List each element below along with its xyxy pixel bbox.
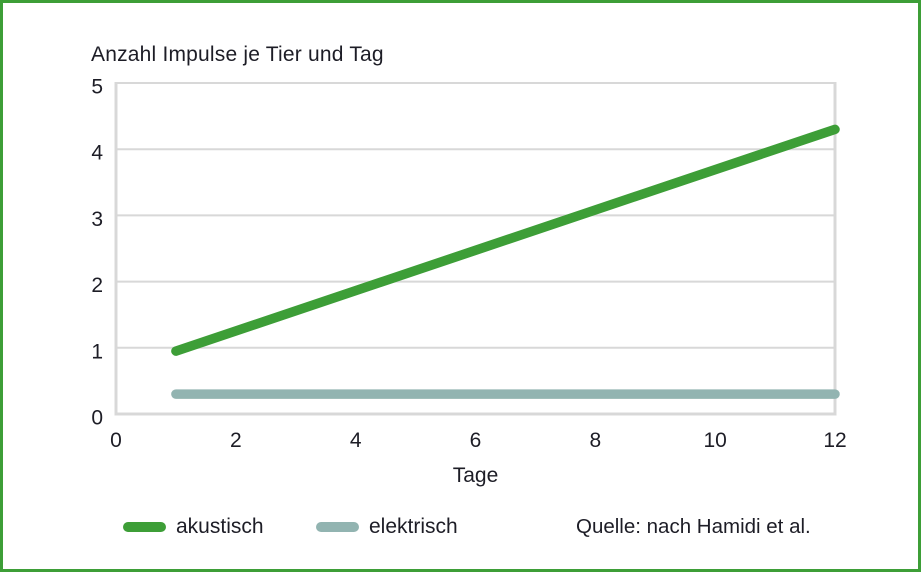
x-tick-label: 12 [823,429,846,452]
legend-label-elektrisch: elektrisch [369,515,458,538]
series-line-akustisch [171,124,840,356]
x-tick-label: 4 [350,429,362,452]
x-axis-label: Tage [452,464,499,487]
legend-item-akustisch: akustisch [123,513,264,541]
x-tick-label: 2 [230,429,242,452]
legend-swatch-akustisch [123,522,166,532]
legend-label-akustisch: akustisch [176,515,264,538]
x-tick-label: 6 [470,429,482,452]
y-tick-label: 3 [91,208,103,231]
source-note: Quelle: nach Hamidi et al. [576,515,811,538]
y-tick-label: 2 [91,274,103,297]
x-tick-label: 8 [589,429,601,452]
y-tick-label: 1 [91,340,103,363]
y-tick-label: 0 [91,407,103,430]
y-tick-label: 5 [91,76,103,99]
legend-item-elektrisch: elektrisch [316,513,458,541]
x-tick-label: 0 [110,429,122,452]
legend-swatch-elektrisch [316,522,359,532]
chart-title: Anzahl Impulse je Tier und Tag [91,43,384,66]
x-tick-label: 10 [703,429,726,452]
y-tick-label: 4 [91,142,103,165]
